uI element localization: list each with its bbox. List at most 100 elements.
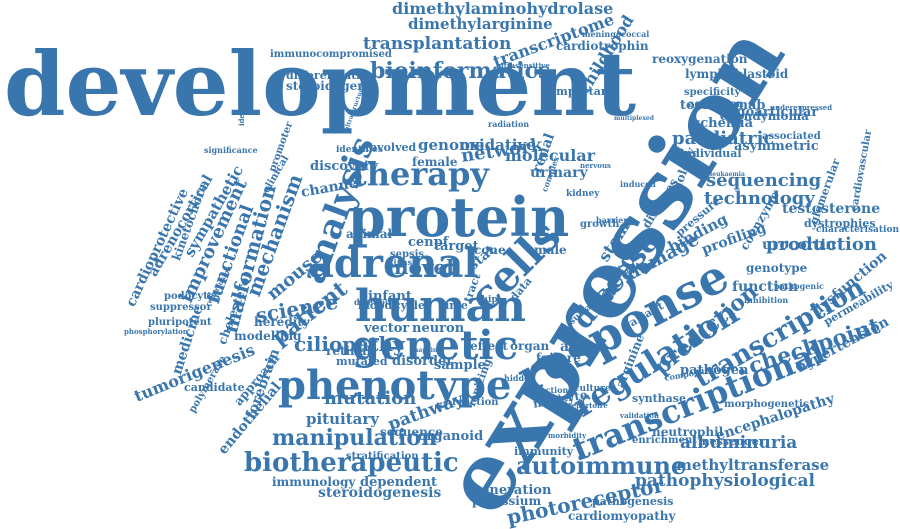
- word: ependymoma: [720, 109, 809, 123]
- word: time: [440, 299, 468, 312]
- word: urocortin: [762, 237, 837, 253]
- word: dependent: [360, 475, 437, 490]
- word: identifies: [336, 145, 383, 155]
- word: kinase: [388, 257, 418, 267]
- word: adma: [560, 339, 603, 355]
- word: associated: [762, 131, 821, 142]
- word: morbidity: [548, 431, 587, 440]
- word: genome: [418, 136, 485, 154]
- word: mutated: [336, 355, 388, 368]
- word: leukaemia: [710, 171, 745, 178]
- word: individual: [680, 147, 742, 160]
- word: animal: [346, 227, 393, 241]
- word: growth: [580, 219, 620, 230]
- word: transplantation: [363, 34, 512, 54]
- word: genetic: [352, 322, 518, 369]
- word: marker: [540, 393, 573, 403]
- word: reaction: [452, 397, 499, 408]
- word: albuminuria: [680, 433, 798, 453]
- word: tocilizumab: [680, 98, 766, 113]
- word: biotherapeutic: [244, 448, 459, 478]
- word: inhibition: [744, 295, 789, 305]
- word: development: [4, 32, 637, 136]
- word: organ: [510, 339, 550, 353]
- word: sequencing: [706, 170, 822, 191]
- word: phenotype: [278, 362, 512, 409]
- word: molecular: [505, 146, 596, 165]
- word: paediatric: [672, 128, 775, 149]
- word: dystrophies: [804, 217, 876, 230]
- word: potassium: [472, 494, 542, 508]
- word: heredity: [254, 315, 310, 329]
- word: repertoire: [568, 401, 608, 410]
- word: significance: [204, 145, 258, 155]
- word: morphogenetic: [724, 399, 809, 410]
- word: therapy: [352, 155, 489, 193]
- word: validation: [620, 411, 660, 420]
- word: discovery: [310, 159, 379, 174]
- word: steroidogenesis: [318, 485, 442, 501]
- word: cycle: [394, 299, 425, 312]
- word: immunology: [272, 475, 356, 489]
- word: failure: [536, 351, 581, 365]
- word: differentiation: [286, 69, 376, 82]
- word: mapping: [412, 347, 442, 354]
- word: stratification: [346, 451, 419, 462]
- word: technology: [704, 188, 815, 209]
- word: ultrasensitive: [496, 61, 550, 70]
- word: podocytes: [164, 291, 220, 302]
- word: pathogenic: [774, 281, 825, 291]
- word: cenpf: [408, 235, 449, 250]
- word: pathogen: [680, 363, 749, 378]
- word: messenger: [698, 435, 765, 448]
- word: adrenal: [308, 240, 479, 287]
- word: activation: [688, 99, 744, 110]
- word: testosterone: [782, 201, 881, 217]
- word: deletion: [354, 297, 391, 307]
- word: characterisation: [816, 225, 899, 235]
- word: dimethylarginine: [408, 15, 553, 33]
- word: identification: [237, 73, 246, 126]
- word: target: [434, 239, 479, 254]
- word: specificity: [684, 87, 741, 98]
- word: female: [412, 155, 458, 169]
- word: induced: [620, 179, 656, 189]
- word: pituitary: [306, 410, 379, 428]
- word: steroidogenic: [286, 79, 378, 93]
- word: meningococcal: [582, 29, 650, 39]
- word: culture: [574, 384, 611, 394]
- word: chip: [476, 295, 498, 305]
- word: neuron: [412, 321, 465, 336]
- word: manipulation: [272, 425, 438, 451]
- word: sequence: [380, 425, 443, 439]
- word: retinal: [326, 344, 372, 358]
- word: important: [552, 85, 614, 98]
- word: pluripotent: [148, 317, 212, 328]
- word: involved: [365, 141, 417, 154]
- word: generation: [472, 483, 552, 498]
- word: underexpressed: [770, 103, 833, 112]
- word: kidney: [566, 189, 600, 199]
- word: organoid: [418, 429, 484, 444]
- word: disorder: [392, 354, 454, 369]
- word: modelling: [234, 329, 302, 343]
- word: synthase: [632, 392, 686, 405]
- word: sample: [434, 358, 486, 373]
- word: oxidative: [460, 136, 536, 154]
- word: enrichment: [632, 435, 697, 446]
- word: section: [536, 385, 569, 395]
- word: cardiomyopathy: [568, 509, 676, 523]
- word: cardiovascular: [849, 128, 875, 212]
- word: phosphorylation: [124, 327, 188, 336]
- word: barrier: [596, 215, 628, 225]
- word: effect: [470, 339, 508, 353]
- word: protein: [348, 185, 570, 249]
- word: dimethylaminohydrolase: [392, 0, 614, 18]
- word: blood: [358, 299, 393, 312]
- word: neutrophil: [652, 425, 724, 439]
- word: cardiotrophin: [556, 39, 649, 53]
- word: methyltransferase: [676, 456, 830, 474]
- word: oligoarticular: [718, 105, 819, 120]
- word: pathogenesis: [592, 495, 674, 508]
